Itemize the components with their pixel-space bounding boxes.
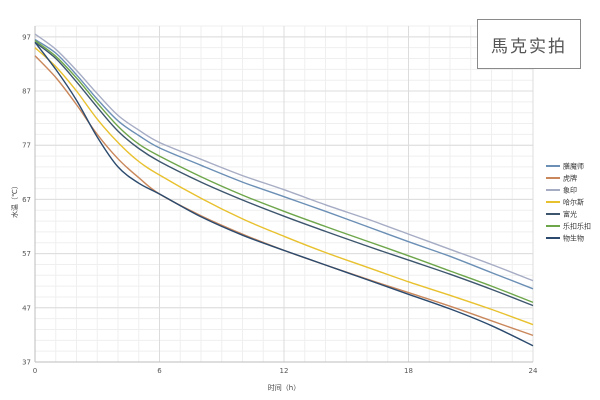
series-line-4 xyxy=(34,47,534,326)
x-axis-label: 时间（h） xyxy=(268,383,300,392)
y-tick-label: 37 xyxy=(22,359,31,367)
legend-label: 象印 xyxy=(563,186,577,195)
legend-label: 富光 xyxy=(563,210,577,219)
y-tick-label: 97 xyxy=(22,33,31,41)
watermark-stamp: 馬克实拍 xyxy=(477,19,581,69)
legend-label: 膳魔师 xyxy=(563,162,584,171)
y-axis-label: 水温（℃） xyxy=(10,182,19,218)
series-line-1 xyxy=(34,38,534,290)
y-tick-label: 47 xyxy=(22,304,31,312)
y-tick-label: 67 xyxy=(22,196,31,204)
legend-label: 虎牌 xyxy=(563,174,577,183)
series-lines xyxy=(34,33,534,347)
series-line-3 xyxy=(34,33,534,282)
x-tick-label: 18 xyxy=(404,367,413,375)
legend-label: 乐扣乐扣 xyxy=(563,222,591,231)
legend-label: 物生物 xyxy=(563,234,584,243)
x-tick-label: 0 xyxy=(33,367,37,375)
x-tick-label: 6 xyxy=(157,367,162,375)
legend-label: 哈尔斯 xyxy=(563,198,584,207)
y-tick-label: 77 xyxy=(22,142,31,150)
y-tick-label: 87 xyxy=(22,88,31,96)
grid xyxy=(34,25,534,363)
x-tick-label: 12 xyxy=(280,367,289,375)
series-line-6 xyxy=(34,40,534,304)
series-line-7 xyxy=(34,41,534,347)
tick-labels: 0 6 12 18 24 37 47 57 67 77 87 97 xyxy=(22,33,538,375)
x-tick-label: 24 xyxy=(529,367,538,375)
axes xyxy=(34,26,533,363)
y-tick-label: 57 xyxy=(22,250,31,258)
series-line-5 xyxy=(34,41,534,307)
